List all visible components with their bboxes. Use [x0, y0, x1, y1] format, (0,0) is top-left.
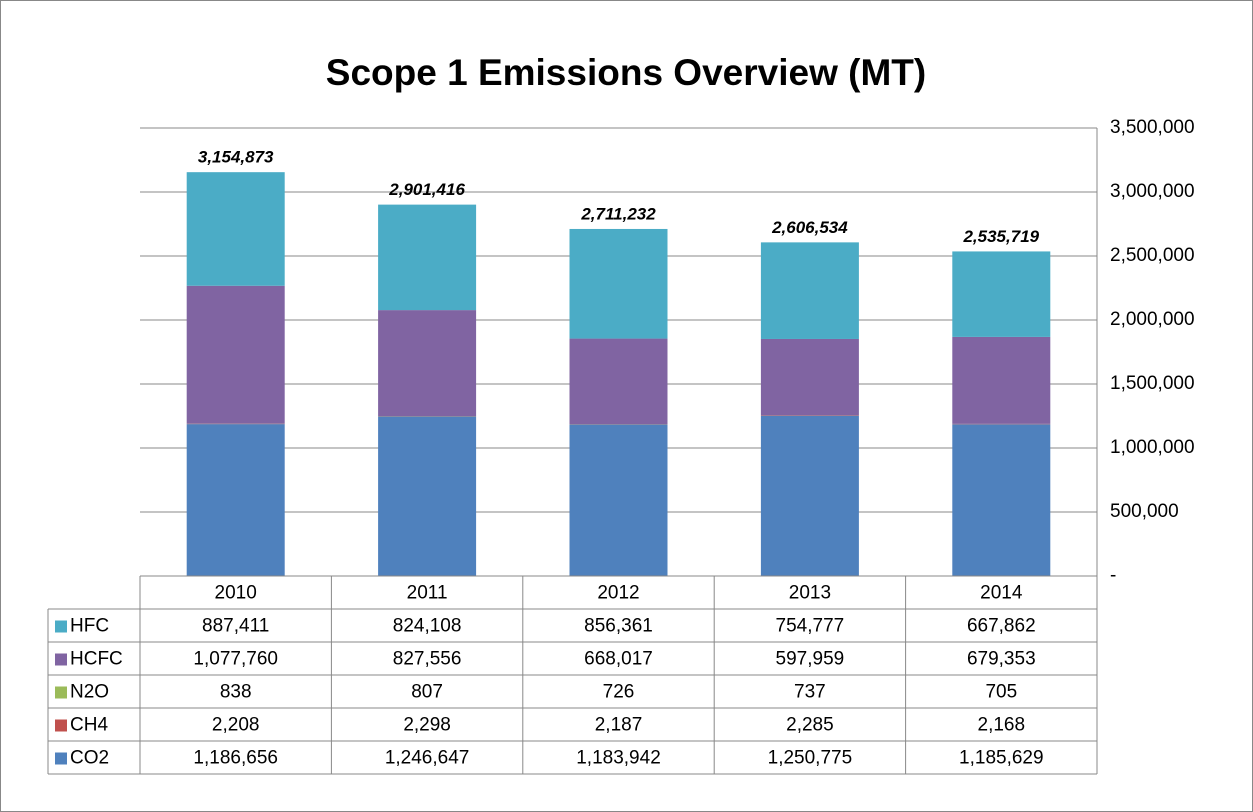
- table-cell: 737: [794, 682, 826, 703]
- table-cell: 824,108: [393, 616, 462, 637]
- total-label: 2,901,416: [388, 180, 465, 199]
- y-tick-label: 500,000: [1110, 501, 1179, 522]
- bar-segment: [952, 251, 1051, 337]
- table-cell: 2,187: [595, 715, 643, 736]
- table-cell: 1,246,647: [385, 748, 470, 769]
- total-label: 2,535,719: [962, 227, 1039, 246]
- legend-swatch: [55, 620, 67, 633]
- table-cell: 668,017: [584, 649, 653, 670]
- table-cell: 2,208: [212, 715, 260, 736]
- table-cell: 667,862: [967, 616, 1036, 637]
- total-label: 2,606,534: [771, 218, 848, 237]
- table-cell: 2,168: [978, 715, 1026, 736]
- bar-segment: [760, 242, 859, 339]
- legend-swatch: [55, 752, 67, 765]
- total-label: 2,711,232: [580, 204, 656, 223]
- bar-segment: [952, 424, 1051, 576]
- legend-swatch: [55, 653, 67, 666]
- bar-segment: [186, 424, 285, 576]
- bar-segment: [760, 415, 859, 576]
- y-tick-label: 1,500,000: [1110, 373, 1195, 394]
- x-tick-label: 2013: [789, 583, 831, 604]
- table-cell: 705: [985, 682, 1017, 703]
- x-tick-label: 2010: [215, 583, 257, 604]
- legend-label: N2O: [70, 682, 109, 703]
- table-cell: 1,183,942: [576, 748, 661, 769]
- legend-swatch: [55, 686, 67, 699]
- bar-segment: [760, 338, 859, 416]
- table-cell: 838: [220, 682, 252, 703]
- bar-segment: [378, 310, 477, 417]
- x-tick-label: 2014: [980, 583, 1023, 604]
- bar-segment: [569, 228, 668, 339]
- bar-segment: [378, 416, 477, 576]
- table-cell: 807: [411, 682, 443, 703]
- legend-label: HFC: [70, 616, 109, 637]
- chart-title: Scope 1 Emissions Overview (MT): [326, 52, 926, 93]
- bar-segment: [378, 204, 477, 311]
- table-cell: 1,185,629: [959, 748, 1044, 769]
- y-tick-label: 3,000,000: [1110, 181, 1195, 202]
- table-cell: 679,353: [967, 649, 1036, 670]
- table-cell: 2,285: [786, 715, 834, 736]
- table-cell: 726: [603, 682, 635, 703]
- y-tick-label: -: [1110, 565, 1116, 586]
- table-cell: 887,411: [202, 616, 269, 637]
- legend-label: HCFC: [70, 649, 123, 670]
- total-label: 3,154,873: [198, 148, 274, 167]
- y-tick-label: 2,500,000: [1110, 245, 1195, 266]
- table-cell: 1,250,775: [768, 748, 853, 769]
- x-tick-label: 2011: [407, 583, 448, 604]
- table-cell: 856,361: [584, 616, 653, 637]
- bar-segment: [186, 285, 285, 424]
- table-cell: 2,298: [403, 715, 451, 736]
- table-cell: 1,077,760: [193, 649, 278, 670]
- y-tick-label: 2,000,000: [1110, 309, 1195, 330]
- bar-segment: [569, 338, 668, 425]
- table-cell: 1,186,656: [193, 748, 278, 769]
- table-cell: 597,959: [776, 649, 845, 670]
- legend-label: CH4: [70, 715, 108, 736]
- legend-label: CO2: [70, 748, 109, 769]
- x-tick-label: 2012: [597, 583, 639, 604]
- table-cell: 754,777: [776, 616, 845, 637]
- bar-segment: [952, 336, 1051, 424]
- bar-segment: [569, 424, 668, 576]
- table-cell: 827,556: [393, 649, 462, 670]
- bar-segment: [186, 172, 285, 286]
- legend-swatch: [55, 719, 67, 732]
- y-tick-label: 1,000,000: [1110, 437, 1195, 458]
- y-tick-label: 3,500,000: [1110, 117, 1195, 138]
